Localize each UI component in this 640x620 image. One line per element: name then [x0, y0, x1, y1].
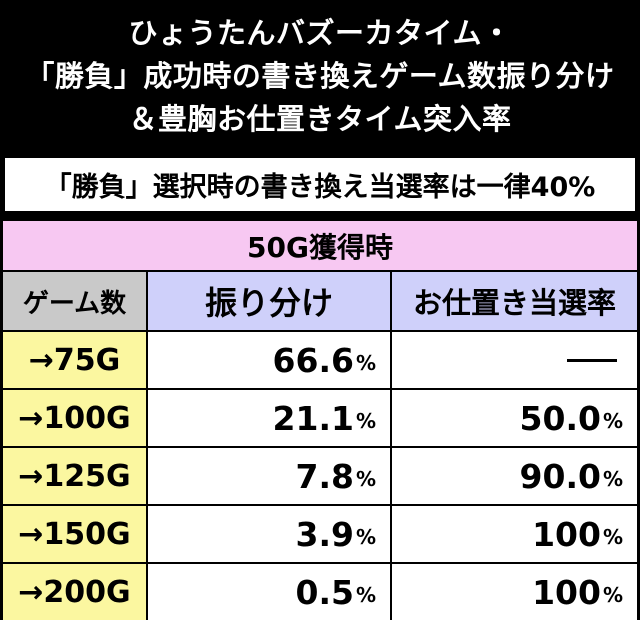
- punishment-rate-unit: %: [602, 467, 623, 491]
- row-games-label: →75G: [3, 332, 146, 388]
- title-line-3: ＆豊胸お仕置きタイム突入率: [128, 101, 512, 136]
- column-header-punishment-rate: お仕置き当選率: [392, 272, 637, 330]
- distribution-unit: %: [355, 351, 376, 375]
- distribution-unit: %: [355, 467, 376, 491]
- row-games-label: →125G: [3, 448, 146, 504]
- distribution-value: 0.5: [295, 572, 354, 612]
- punishment-rate-value: 50.0: [519, 398, 601, 438]
- page-title: ひょうたんバズーカタイム・ 「勝負」成功時の書き換えゲーム数振り分け ＆豊胸お仕…: [0, 0, 640, 152]
- row-punishment-rate-cell: 50.0%: [392, 390, 637, 446]
- row-distribution-cell: 3.9%: [148, 506, 390, 562]
- distribution-value: 21.1: [272, 398, 354, 438]
- row-games-label: →100G: [3, 390, 146, 446]
- distribution-value: 3.9: [295, 514, 354, 554]
- distribution-table: 50G獲得時 ゲーム数 振り分け お仕置き当選率 →75G 66.6% →100G 2…: [3, 221, 637, 620]
- subtitle-banner: 「勝負」選択時の書き換え当選率は一律40%: [3, 156, 637, 213]
- row-distribution-cell: 66.6%: [148, 332, 390, 388]
- distribution-value: 66.6: [272, 340, 354, 380]
- punishment-rate-unit: %: [602, 409, 623, 433]
- title-line-2: 「勝負」成功時の書き換えゲーム数振り分け: [25, 58, 615, 93]
- distribution-unit: %: [355, 525, 376, 549]
- column-header-distribution: 振り分け: [148, 272, 390, 330]
- row-punishment-rate-cell: 100%: [392, 564, 637, 620]
- row-distribution-cell: 21.1%: [148, 390, 390, 446]
- punishment-rate-unit: %: [602, 525, 623, 549]
- dash-mark: [567, 358, 617, 362]
- row-games-label: →200G: [3, 564, 146, 620]
- row-distribution-cell: 7.8%: [148, 448, 390, 504]
- distribution-unit: %: [355, 409, 376, 433]
- distribution-unit: %: [355, 583, 376, 607]
- distribution-value: 7.8: [295, 456, 354, 496]
- punishment-rate-value: 100: [532, 514, 601, 554]
- row-punishment-rate-cell: [392, 332, 637, 388]
- punishment-rate-value: 90.0: [519, 456, 601, 496]
- row-distribution-cell: 0.5%: [148, 564, 390, 620]
- punishment-rate-unit: %: [602, 583, 623, 607]
- row-punishment-rate-cell: 90.0%: [392, 448, 637, 504]
- row-games-label: →150G: [3, 506, 146, 562]
- column-header-games: ゲーム数: [3, 272, 146, 330]
- table-header: 50G獲得時: [3, 221, 637, 270]
- punishment-rate-value: 100: [532, 572, 601, 612]
- row-punishment-rate-cell: 100%: [392, 506, 637, 562]
- title-line-1: ひょうたんバズーカタイム・: [128, 15, 512, 50]
